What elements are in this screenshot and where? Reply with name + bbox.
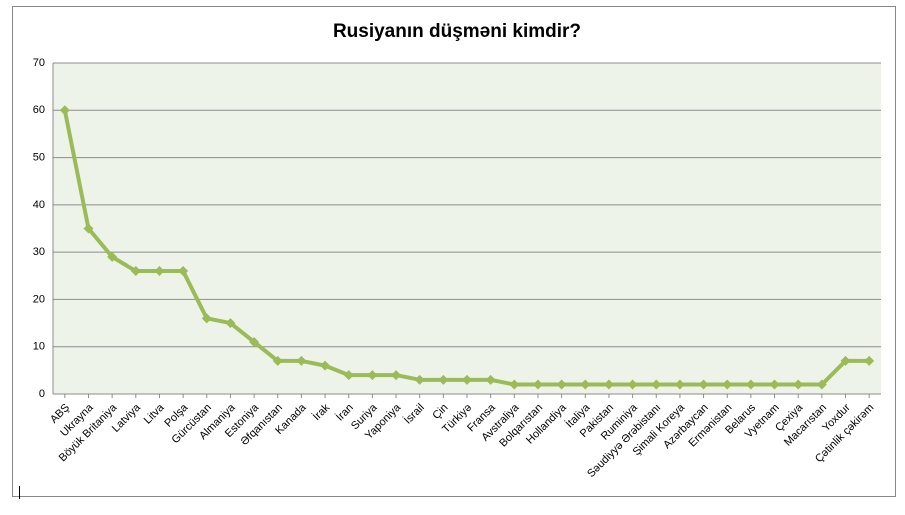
- data-point: [556, 379, 567, 390]
- y-tick-label: 20: [33, 293, 45, 305]
- data-point: [580, 379, 591, 390]
- data-point: [154, 266, 165, 277]
- data-point: [367, 370, 378, 381]
- data-point: [651, 379, 662, 390]
- data-point: [840, 355, 851, 366]
- data-point: [272, 355, 283, 366]
- y-tick-label: 60: [33, 104, 45, 116]
- data-point: [225, 318, 236, 329]
- plot-area: [53, 63, 881, 394]
- data-point: [296, 355, 307, 366]
- data-point: [107, 251, 118, 262]
- data-point: [59, 105, 70, 116]
- data-point: [722, 379, 733, 390]
- data-point: [793, 379, 804, 390]
- data-point: [745, 379, 756, 390]
- data-point: [320, 360, 331, 371]
- data-point: [249, 336, 260, 347]
- data-point: [414, 374, 425, 385]
- data-point: [343, 370, 354, 381]
- data-point: [201, 313, 212, 324]
- data-point: [178, 266, 189, 277]
- data-point: [532, 379, 543, 390]
- data-point: [864, 355, 875, 366]
- y-tick-label: 10: [33, 341, 45, 353]
- data-point: [462, 374, 472, 385]
- data-point: [627, 379, 638, 390]
- y-tick-label: 30: [33, 246, 45, 258]
- data-point: [130, 266, 141, 277]
- data-point: [769, 379, 780, 390]
- data-point: [816, 379, 827, 390]
- y-tick-label: 40: [33, 199, 45, 211]
- y-tick-label: 0: [39, 388, 45, 400]
- chart-title: Rusiyanın düşməni kimdir?: [333, 21, 581, 42]
- y-tick-label: 70: [33, 57, 45, 69]
- data-point: [83, 223, 94, 234]
- data-point: [485, 374, 496, 385]
- data-point: [603, 379, 614, 390]
- y-tick-label: 50: [33, 151, 45, 163]
- data-point: [674, 379, 685, 390]
- data-point: [438, 374, 449, 385]
- data-point: [391, 370, 402, 381]
- data-point: [698, 379, 709, 390]
- data-point: [509, 379, 520, 390]
